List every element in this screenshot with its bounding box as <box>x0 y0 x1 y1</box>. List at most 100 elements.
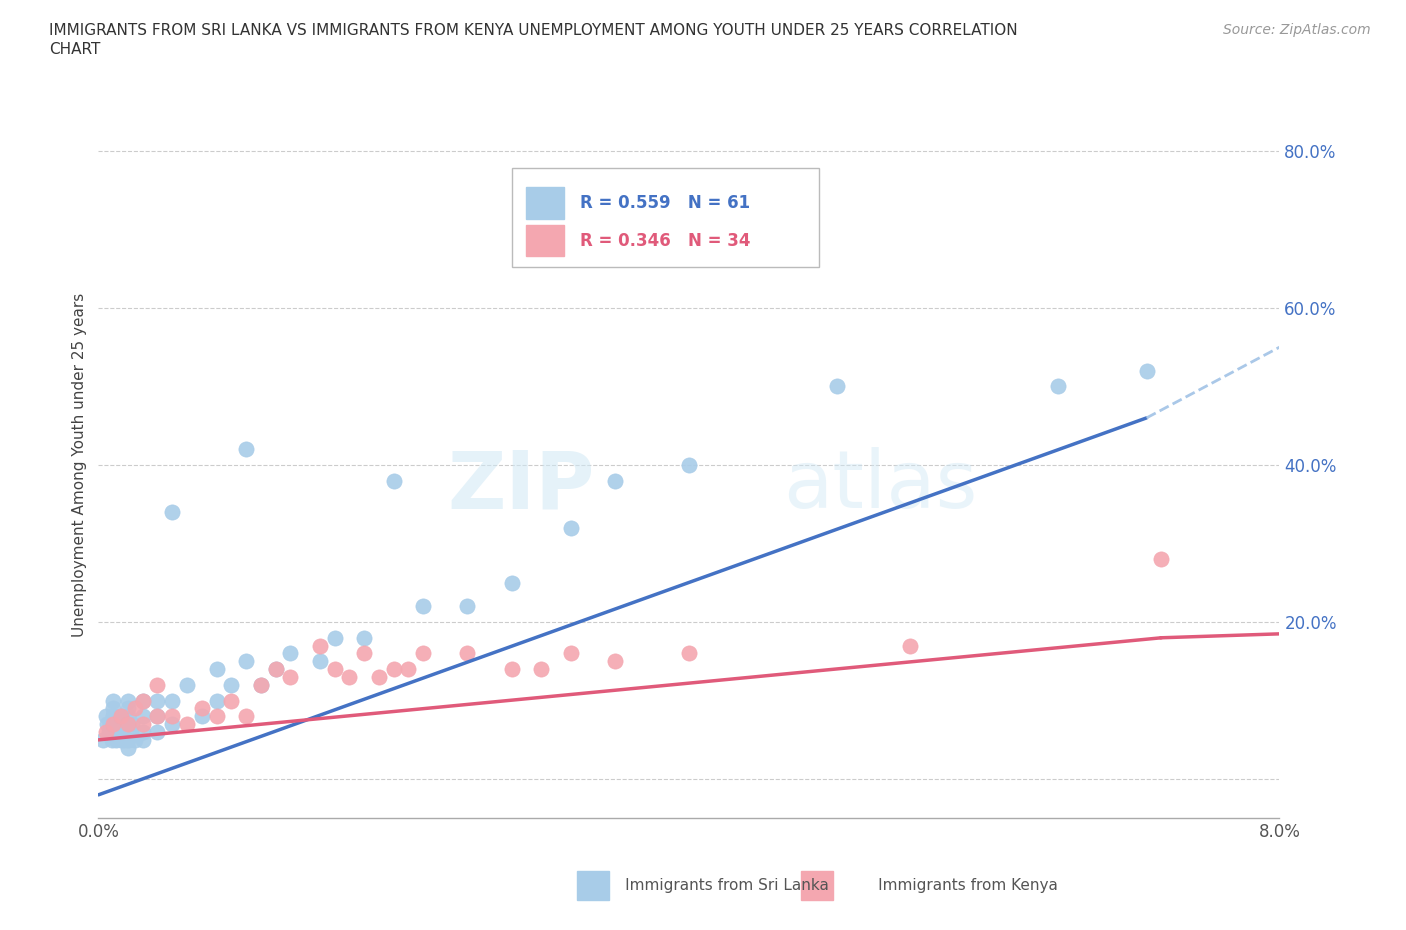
Point <box>108 717 131 732</box>
Point <box>94 724 117 739</box>
Point <box>132 717 155 732</box>
Point <box>162 505 183 520</box>
Point <box>205 693 228 708</box>
Point <box>501 576 523 591</box>
Point <box>124 701 146 716</box>
Point <box>678 458 700 472</box>
Point <box>280 646 302 661</box>
Point <box>457 599 479 614</box>
Point <box>368 670 391 684</box>
Point <box>205 662 228 677</box>
Text: atlas: atlas <box>783 447 977 525</box>
Point <box>110 709 132 724</box>
Point <box>117 709 139 724</box>
Point <box>221 693 243 708</box>
Bar <box>801 871 832 899</box>
Point <box>117 717 139 732</box>
Point <box>1150 551 1173 566</box>
Point <box>146 724 169 739</box>
Point <box>323 631 346 645</box>
Point <box>146 709 169 724</box>
Point <box>235 709 257 724</box>
Point <box>162 693 183 708</box>
Point <box>162 717 183 732</box>
Bar <box>526 187 564 219</box>
Point <box>117 693 139 708</box>
Point <box>560 521 582 536</box>
Point <box>105 733 128 748</box>
Point <box>103 709 125 724</box>
Point <box>132 724 155 739</box>
Point <box>110 733 132 748</box>
Y-axis label: Unemployment Among Youth under 25 years: Unemployment Among Youth under 25 years <box>72 293 87 637</box>
Bar <box>526 225 564 257</box>
Point <box>723 238 745 253</box>
Point <box>382 662 405 677</box>
Point <box>382 473 405 488</box>
Point <box>605 473 627 488</box>
Point <box>146 693 169 708</box>
Point <box>107 724 129 739</box>
Point <box>339 670 361 684</box>
Point <box>191 709 214 724</box>
Point <box>323 662 346 677</box>
Point <box>117 733 139 748</box>
Text: R = 0.559   N = 61: R = 0.559 N = 61 <box>581 193 751 212</box>
Point <box>111 724 134 739</box>
Point <box>250 677 273 692</box>
Point <box>124 733 146 748</box>
Point <box>1046 379 1070 394</box>
Point <box>98 717 121 732</box>
Point <box>91 733 114 748</box>
Point <box>235 442 257 457</box>
Point <box>1136 364 1159 379</box>
Point <box>94 709 117 724</box>
Text: Immigrants from Sri Lanka: Immigrants from Sri Lanka <box>591 878 828 893</box>
Point <box>205 709 228 724</box>
Point <box>398 662 420 677</box>
Text: IMMIGRANTS FROM SRI LANKA VS IMMIGRANTS FROM KENYA UNEMPLOYMENT AMONG YOUTH UNDE: IMMIGRANTS FROM SRI LANKA VS IMMIGRANTS … <box>49 23 1018 38</box>
Point <box>176 717 198 732</box>
Point <box>560 646 582 661</box>
Point <box>132 693 155 708</box>
Point <box>176 677 198 692</box>
Point <box>114 717 136 732</box>
Text: ZIP: ZIP <box>447 447 595 525</box>
Point <box>100 733 122 748</box>
Point <box>110 709 132 724</box>
Point <box>530 662 553 677</box>
Point <box>900 638 922 653</box>
Point <box>103 724 125 739</box>
Point <box>103 701 125 716</box>
Point <box>132 733 155 748</box>
Point <box>97 724 120 739</box>
Point <box>309 654 332 669</box>
Text: R = 0.346   N = 34: R = 0.346 N = 34 <box>581 232 751 250</box>
Point <box>221 677 243 692</box>
Point <box>132 709 155 724</box>
Point <box>112 733 135 748</box>
Point <box>235 654 257 669</box>
Point <box>250 677 273 692</box>
Point <box>825 379 848 394</box>
Point <box>605 654 627 669</box>
Point <box>162 709 183 724</box>
Point <box>103 717 125 732</box>
Text: CHART: CHART <box>49 42 101 57</box>
Bar <box>576 871 609 899</box>
Point <box>309 638 332 653</box>
Point <box>191 701 214 716</box>
Point <box>120 724 142 739</box>
Point <box>264 662 287 677</box>
Point <box>117 717 139 732</box>
Point <box>117 701 139 716</box>
Point <box>132 693 155 708</box>
Point <box>501 662 523 677</box>
Point <box>353 646 375 661</box>
Point <box>146 709 169 724</box>
Point <box>457 646 479 661</box>
Text: Source: ZipAtlas.com: Source: ZipAtlas.com <box>1223 23 1371 37</box>
Point <box>678 646 700 661</box>
Point <box>280 670 302 684</box>
Point <box>146 677 169 692</box>
